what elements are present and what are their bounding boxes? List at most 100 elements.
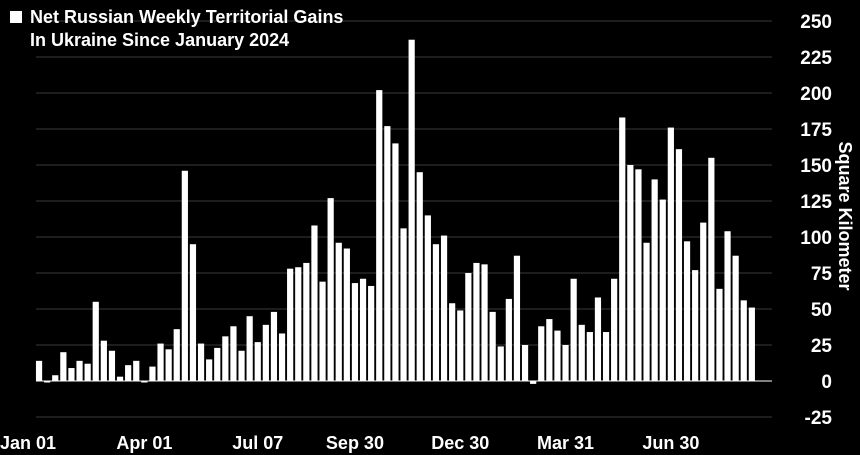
bar: [505, 298, 512, 381]
bar: [100, 340, 107, 381]
y-tick-label: -25: [805, 408, 833, 429]
bar: [76, 360, 83, 381]
bar: [44, 381, 51, 383]
x-tick-label: Mar 31: [537, 433, 594, 453]
bar: [116, 376, 124, 381]
x-tick-label: Apr 01: [116, 433, 172, 453]
bar: [635, 169, 642, 381]
y-tick-label: 225: [800, 48, 832, 69]
bar: [424, 215, 431, 381]
bar: [594, 297, 602, 381]
bar: [473, 262, 480, 381]
x-tick-label: Sep 30: [326, 433, 384, 453]
bar: [108, 350, 116, 381]
bar: [675, 149, 683, 381]
bar: [133, 360, 140, 381]
bar: [692, 270, 699, 381]
bar: [708, 157, 715, 381]
y-axis-label: Square Kilometer: [835, 141, 855, 290]
bar: [303, 262, 310, 381]
bar: [270, 311, 278, 381]
bar: [449, 303, 456, 381]
bar: [368, 285, 375, 381]
bar: [246, 316, 253, 381]
bar: [206, 359, 213, 381]
bar: [125, 365, 132, 381]
bar: [497, 346, 504, 381]
bar: [440, 235, 448, 381]
y-tick-label: 25: [811, 336, 833, 357]
bar: [619, 117, 626, 381]
bar: [52, 375, 59, 381]
bar: [578, 324, 585, 381]
bar: [214, 347, 221, 381]
bar: [157, 343, 164, 381]
bar: [554, 330, 561, 381]
bar: [222, 336, 229, 381]
bar: [181, 170, 188, 381]
bar: [149, 366, 156, 381]
y-tick-label: 200: [800, 84, 832, 105]
bar: [546, 319, 553, 381]
bar: [667, 127, 674, 381]
legend: Net Russian Weekly Territorial Gains In …: [10, 6, 343, 52]
bar: [570, 278, 577, 381]
bar: [602, 332, 610, 381]
bar: [92, 301, 99, 381]
bar: [295, 267, 302, 381]
bar: [335, 242, 342, 381]
bars: [35, 39, 755, 384]
bar: [740, 300, 747, 381]
y-tick-label: 125: [800, 192, 832, 213]
bar: [238, 350, 245, 381]
x-tick-label: Dec 30: [431, 433, 489, 453]
bar: [84, 363, 91, 381]
bar: [700, 222, 707, 381]
bar: [562, 345, 569, 381]
bar: [465, 273, 472, 381]
bar: [481, 264, 488, 381]
y-axis-ticks: -25 0 25 50 75 100 125 150 175 200 225 250: [800, 12, 832, 429]
y-tick-label: 0: [821, 372, 832, 393]
bar: [643, 242, 650, 381]
bar: [457, 310, 464, 381]
bar: [716, 288, 723, 381]
bar: [319, 281, 326, 381]
bar: [416, 172, 423, 381]
bar: [513, 255, 521, 381]
y-tick-label: 175: [800, 120, 832, 141]
bar: [432, 244, 440, 381]
chart-title: Net Russian Weekly Territorial Gains In …: [30, 6, 343, 52]
bar: [173, 329, 180, 381]
bar: [489, 311, 496, 381]
bar: [262, 324, 269, 381]
bar: [141, 381, 148, 383]
x-axis-ticks: Jan 01 Apr 01 Jul 07 Sep 30 Dec 30 Mar 31 Jun …: [0, 433, 699, 453]
legend-swatch: [10, 11, 22, 23]
bar: [392, 143, 399, 381]
bar: [659, 199, 666, 381]
x-tick-label: Jun 30: [642, 433, 699, 453]
bar: [60, 352, 67, 381]
bar: [651, 179, 658, 381]
bar: [683, 241, 691, 381]
bar: [351, 283, 359, 381]
bar: [189, 244, 197, 381]
bar: [278, 333, 286, 381]
bar: [327, 198, 334, 381]
chart-title-line-2: In Ukraine Since January 2024: [30, 30, 290, 50]
bar: [343, 248, 350, 381]
bar: [287, 268, 294, 381]
bar: [586, 332, 593, 381]
chart-title-line-1: Net Russian Weekly Territorial Gains: [30, 7, 344, 27]
x-tick-label: Jul 07: [232, 433, 283, 453]
bar: [400, 228, 407, 381]
bar: [311, 225, 318, 381]
y-tick-label: 50: [811, 300, 832, 321]
bar: [538, 326, 545, 381]
x-tick-label: Jan 01: [0, 433, 56, 453]
bar: [230, 326, 237, 381]
bar: [165, 349, 172, 381]
bar: [724, 231, 731, 381]
